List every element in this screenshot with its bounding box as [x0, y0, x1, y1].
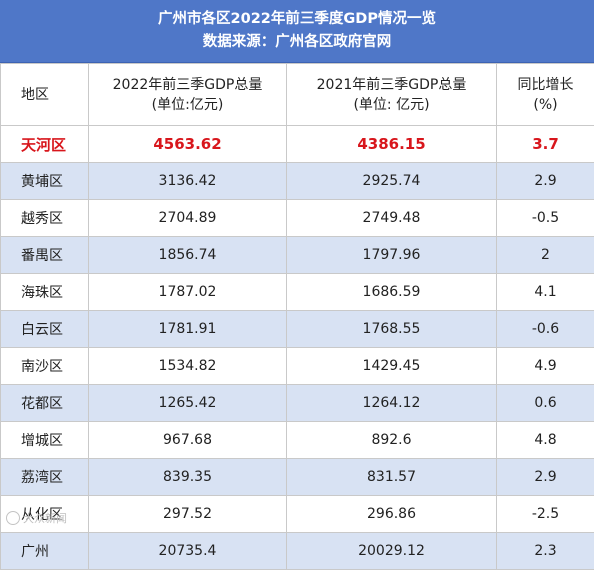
- table-row: 番禺区 1856.74 1797.96 2: [1, 237, 594, 274]
- table-row: 花都区 1265.42 1264.12 0.6: [1, 385, 594, 422]
- district-cell: 番禺区: [1, 237, 89, 274]
- gdp-2021-cell: 1797.96: [287, 237, 497, 274]
- table-row: 增城区 967.68 892.6 4.8: [1, 422, 594, 459]
- table-row-total: 广州 20735.4 20029.12 2.3: [1, 533, 594, 570]
- header-gdp-2021: 2021年前三季GDP总量 (单位: 亿元): [287, 64, 497, 126]
- gdp-2022-cell: 1781.91: [89, 311, 287, 348]
- gdp-table: 地区 2022年前三季GDP总量 (单位:亿元) 2021年前三季GDP总量 (…: [0, 63, 594, 570]
- gdp-2021-cell: 892.6: [287, 422, 497, 459]
- title-banner: 广州市各区2022年前三季度GDP情况一览 数据来源：广州各区政府官网: [0, 0, 594, 63]
- gdp-2022-cell: 4563.62: [89, 126, 287, 163]
- growth-cell: -2.5: [497, 496, 594, 533]
- district-cell: 增城区: [1, 422, 89, 459]
- table-row: 越秀区 2704.89 2749.48 -0.5: [1, 200, 594, 237]
- district-cell: 白云区: [1, 311, 89, 348]
- growth-cell: 0.6: [497, 385, 594, 422]
- table-row: 南沙区 1534.82 1429.45 4.9: [1, 348, 594, 385]
- district-cell: 花都区: [1, 385, 89, 422]
- header-gdp-2022: 2022年前三季GDP总量 (单位:亿元): [89, 64, 287, 126]
- gdp-2021-cell: 2925.74: [287, 163, 497, 200]
- gdp-2022-cell: 1787.02: [89, 274, 287, 311]
- gdp-2021-cell: 20029.12: [287, 533, 497, 570]
- district-cell: 海珠区: [1, 274, 89, 311]
- table-row: 从化区 297.52 296.86 -2.5: [1, 496, 594, 533]
- data-source: 数据来源：广州各区政府官网: [0, 33, 594, 52]
- gdp-2021-cell: 831.57: [287, 459, 497, 496]
- table-row: 海珠区 1787.02 1686.59 4.1: [1, 274, 594, 311]
- table-figure: 广州市各区2022年前三季度GDP情况一览 数据来源：广州各区政府官网 地区 2…: [0, 0, 594, 531]
- growth-cell: 4.8: [497, 422, 594, 459]
- table-title: 广州市各区2022年前三季度GDP情况一览: [0, 10, 594, 29]
- header-row: 地区 2022年前三季GDP总量 (单位:亿元) 2021年前三季GDP总量 (…: [1, 64, 594, 126]
- gdp-2022-cell: 2704.89: [89, 200, 287, 237]
- gdp-2021-cell: 4386.15: [287, 126, 497, 163]
- gdp-2021-cell: 1768.55: [287, 311, 497, 348]
- gdp-2021-cell: 1429.45: [287, 348, 497, 385]
- gdp-2022-cell: 967.68: [89, 422, 287, 459]
- watermark-text: 大众新闻: [23, 510, 67, 526]
- table-row: 白云区 1781.91 1768.55 -0.6: [1, 311, 594, 348]
- header-district: 地区: [1, 64, 89, 126]
- table-row: 黄埔区 3136.42 2925.74 2.9: [1, 163, 594, 200]
- growth-cell: -0.5: [497, 200, 594, 237]
- gdp-2022-cell: 839.35: [89, 459, 287, 496]
- growth-cell: 2.9: [497, 459, 594, 496]
- district-cell: 天河区: [1, 126, 89, 163]
- gdp-2022-cell: 1534.82: [89, 348, 287, 385]
- gdp-2022-cell: 1265.42: [89, 385, 287, 422]
- watermark: 大众新闻: [6, 510, 67, 526]
- gdp-2022-cell: 1856.74: [89, 237, 287, 274]
- growth-cell: 2.9: [497, 163, 594, 200]
- growth-cell: -0.6: [497, 311, 594, 348]
- gdp-2021-cell: 296.86: [287, 496, 497, 533]
- header-growth: 同比增长 (%): [497, 64, 594, 126]
- logo-icon: [6, 511, 20, 525]
- growth-cell: 4.9: [497, 348, 594, 385]
- growth-cell: 2: [497, 237, 594, 274]
- gdp-2022-cell: 20735.4: [89, 533, 287, 570]
- gdp-2021-cell: 1686.59: [287, 274, 497, 311]
- growth-cell: 2.3: [497, 533, 594, 570]
- gdp-2022-cell: 297.52: [89, 496, 287, 533]
- district-cell: 南沙区: [1, 348, 89, 385]
- gdp-2021-cell: 1264.12: [287, 385, 497, 422]
- gdp-2022-cell: 3136.42: [89, 163, 287, 200]
- district-cell: 越秀区: [1, 200, 89, 237]
- district-cell: 黄埔区: [1, 163, 89, 200]
- growth-cell: 3.7: [497, 126, 594, 163]
- table-row: 荔湾区 839.35 831.57 2.9: [1, 459, 594, 496]
- district-cell: 广州: [1, 533, 89, 570]
- gdp-2021-cell: 2749.48: [287, 200, 497, 237]
- district-cell: 荔湾区: [1, 459, 89, 496]
- growth-cell: 4.1: [497, 274, 594, 311]
- table-row: 天河区 4563.62 4386.15 3.7: [1, 126, 594, 163]
